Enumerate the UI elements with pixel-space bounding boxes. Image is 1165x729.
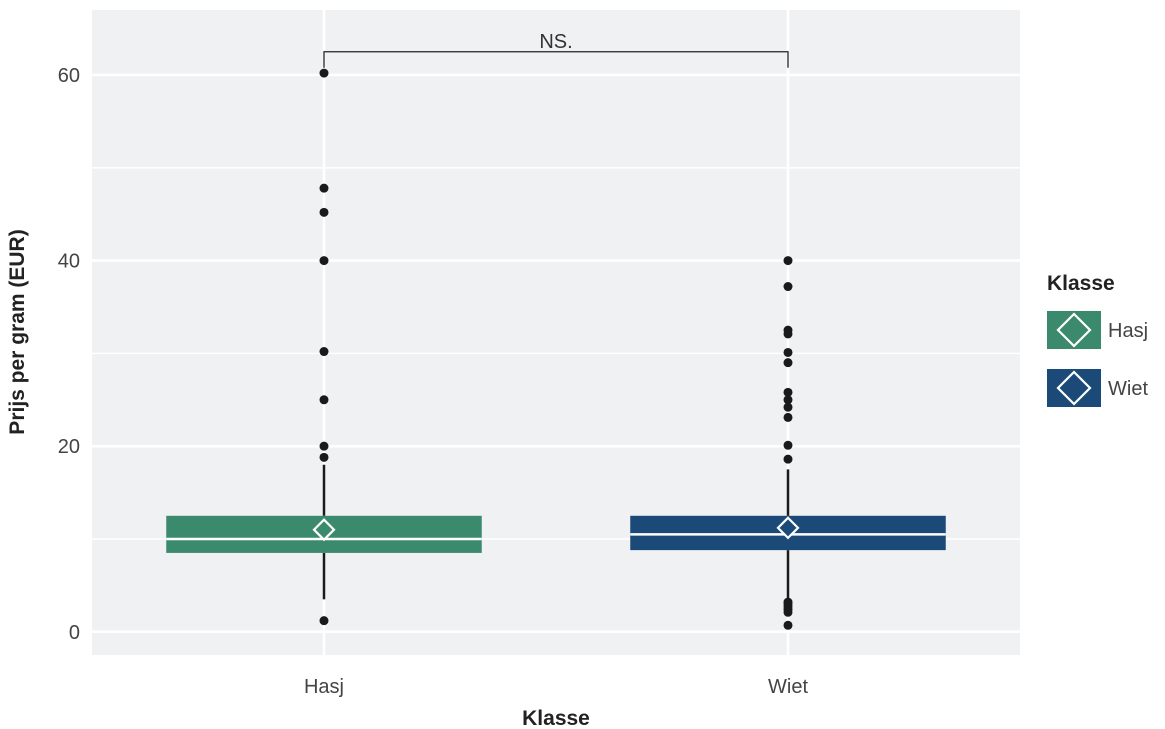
x-tick-label: Wiet <box>768 676 808 698</box>
box-wiet <box>630 256 946 630</box>
y-tick-label: 20 <box>58 436 80 458</box>
outlier-point <box>319 256 329 266</box>
outlier-point <box>783 325 793 335</box>
outlier-point <box>783 282 793 292</box>
x-axis-title: Klasse <box>522 707 590 729</box>
outlier-point <box>319 452 329 462</box>
legend-label: Hasj <box>1108 320 1148 342</box>
y-tick-label: 0 <box>69 622 80 644</box>
significance-label: NS. <box>539 31 572 53</box>
outlier-point <box>783 358 793 368</box>
outlier-point <box>319 183 329 193</box>
outlier-point <box>783 256 793 266</box>
outlier-point <box>319 347 329 357</box>
outlier-point <box>319 68 329 78</box>
outlier-point <box>319 395 329 405</box>
outlier-point <box>783 387 793 397</box>
outlier-point <box>319 616 329 626</box>
legend-swatch <box>1047 311 1101 349</box>
boxes <box>166 68 946 630</box>
outlier-point <box>783 597 793 607</box>
outlier-point <box>783 454 793 464</box>
plot-panel <box>92 10 1020 655</box>
x-tick-label: Hasj <box>304 676 344 698</box>
legend-key-wiet: Wiet <box>1047 369 1148 407</box>
outlier-point <box>783 440 793 450</box>
outlier-point <box>783 402 793 412</box>
legend-diamond <box>1056 312 1092 348</box>
outlier-point <box>319 207 329 217</box>
legend-title: Klasse <box>1047 272 1115 295</box>
outlier-point <box>319 441 329 451</box>
outlier-point <box>783 395 793 405</box>
y-tick-label: 40 <box>58 251 80 273</box>
y-axis-title: Prijs per gram (EUR) <box>6 229 29 434</box>
legend-diamond <box>1056 370 1092 406</box>
significance-bracket <box>323 51 789 68</box>
mean-marker <box>776 516 800 540</box>
legend-items: Hasj Wiet <box>1047 311 1148 407</box>
y-tick-label: 60 <box>58 65 80 87</box>
significance-annotation: NS. <box>323 31 789 68</box>
outlier-point <box>783 347 793 357</box>
legend: Klasse Hasj Wiet <box>1047 272 1148 407</box>
mean-marker <box>312 518 336 542</box>
outlier-point <box>783 620 793 630</box>
axes: 0 20 40 60 Hasj Wiet <box>58 65 809 698</box>
box-hasj <box>166 68 482 626</box>
legend-swatch <box>1047 369 1101 407</box>
legend-key-hasj: Hasj <box>1047 311 1148 349</box>
outlier-point <box>783 412 793 422</box>
legend-label: Wiet <box>1108 378 1148 400</box>
